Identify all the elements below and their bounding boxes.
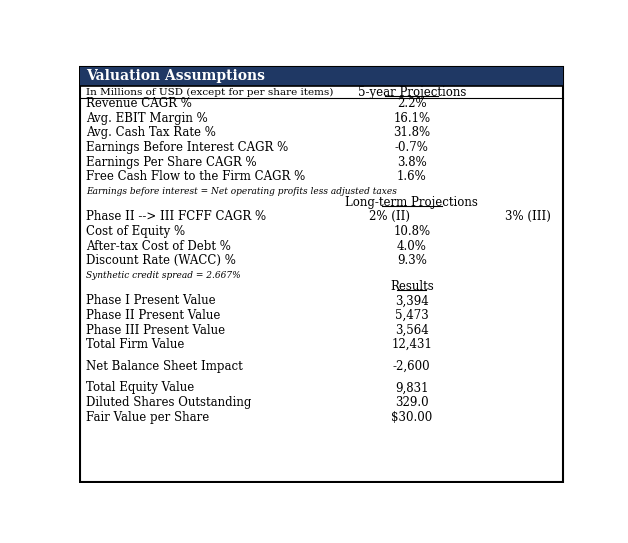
Text: Fair Value per Share: Fair Value per Share — [86, 411, 210, 424]
Text: Synthetic credit spread = 2.667%: Synthetic credit spread = 2.667% — [86, 271, 241, 280]
Text: 16.1%: 16.1% — [393, 112, 430, 125]
Text: Phase III Present Value: Phase III Present Value — [86, 324, 225, 337]
Text: 2.2%: 2.2% — [397, 97, 426, 110]
Text: 12,431: 12,431 — [391, 338, 432, 351]
Text: 3,394: 3,394 — [395, 294, 429, 307]
Text: Revenue CAGR %: Revenue CAGR % — [86, 97, 192, 110]
FancyBboxPatch shape — [80, 67, 563, 86]
Text: -2,600: -2,600 — [393, 359, 431, 372]
Text: 31.8%: 31.8% — [393, 127, 430, 140]
Text: 4.0%: 4.0% — [397, 239, 426, 252]
Text: Results: Results — [390, 280, 433, 293]
Text: Net Balance Sheet Impact: Net Balance Sheet Impact — [86, 359, 243, 372]
Text: Phase I Present Value: Phase I Present Value — [86, 294, 216, 307]
Text: Earnings before interest = Net operating profits less adjusted taxes: Earnings before interest = Net operating… — [86, 187, 397, 196]
Text: Diluted Shares Outstanding: Diluted Shares Outstanding — [86, 396, 252, 409]
Text: $30.00: $30.00 — [391, 411, 432, 424]
Text: Cost of Equity %: Cost of Equity % — [86, 225, 185, 238]
Text: Total Equity Value: Total Equity Value — [86, 381, 195, 394]
Text: Long-term Projections: Long-term Projections — [345, 195, 478, 209]
FancyBboxPatch shape — [80, 67, 563, 482]
Text: Earnings Before Interest CAGR %: Earnings Before Interest CAGR % — [86, 141, 288, 154]
Text: -0.7%: -0.7% — [395, 141, 429, 154]
Text: 2% (II): 2% (II) — [369, 210, 410, 223]
Text: Valuation Assumptions: Valuation Assumptions — [86, 70, 265, 83]
Text: 5-year Projections: 5-year Projections — [357, 86, 466, 99]
Text: 3,564: 3,564 — [395, 324, 429, 337]
Text: 9,831: 9,831 — [395, 381, 428, 394]
Text: Avg. EBIT Margin %: Avg. EBIT Margin % — [86, 112, 208, 125]
Text: In Millions of USD (except for per share items): In Millions of USD (except for per share… — [86, 87, 333, 97]
Text: Avg. Cash Tax Rate %: Avg. Cash Tax Rate % — [86, 127, 216, 140]
Text: Earnings Per Share CAGR %: Earnings Per Share CAGR % — [86, 156, 257, 169]
Text: Phase II Present Value: Phase II Present Value — [86, 309, 220, 322]
Text: Discount Rate (WACC) %: Discount Rate (WACC) % — [86, 254, 236, 267]
Text: 329.0: 329.0 — [395, 396, 428, 409]
Text: Total Firm Value: Total Firm Value — [86, 338, 185, 351]
Text: After-tax Cost of Debt %: After-tax Cost of Debt % — [86, 239, 231, 252]
Text: 10.8%: 10.8% — [393, 225, 430, 238]
Text: Free Cash Flow to the Firm CAGR %: Free Cash Flow to the Firm CAGR % — [86, 171, 305, 184]
Text: 9.3%: 9.3% — [397, 254, 426, 267]
Text: 1.6%: 1.6% — [397, 171, 426, 184]
Text: 3.8%: 3.8% — [397, 156, 426, 169]
Text: Phase II --> III FCFF CAGR %: Phase II --> III FCFF CAGR % — [86, 210, 266, 223]
Text: 5,473: 5,473 — [395, 309, 429, 322]
Text: 3% (III): 3% (III) — [506, 210, 551, 223]
